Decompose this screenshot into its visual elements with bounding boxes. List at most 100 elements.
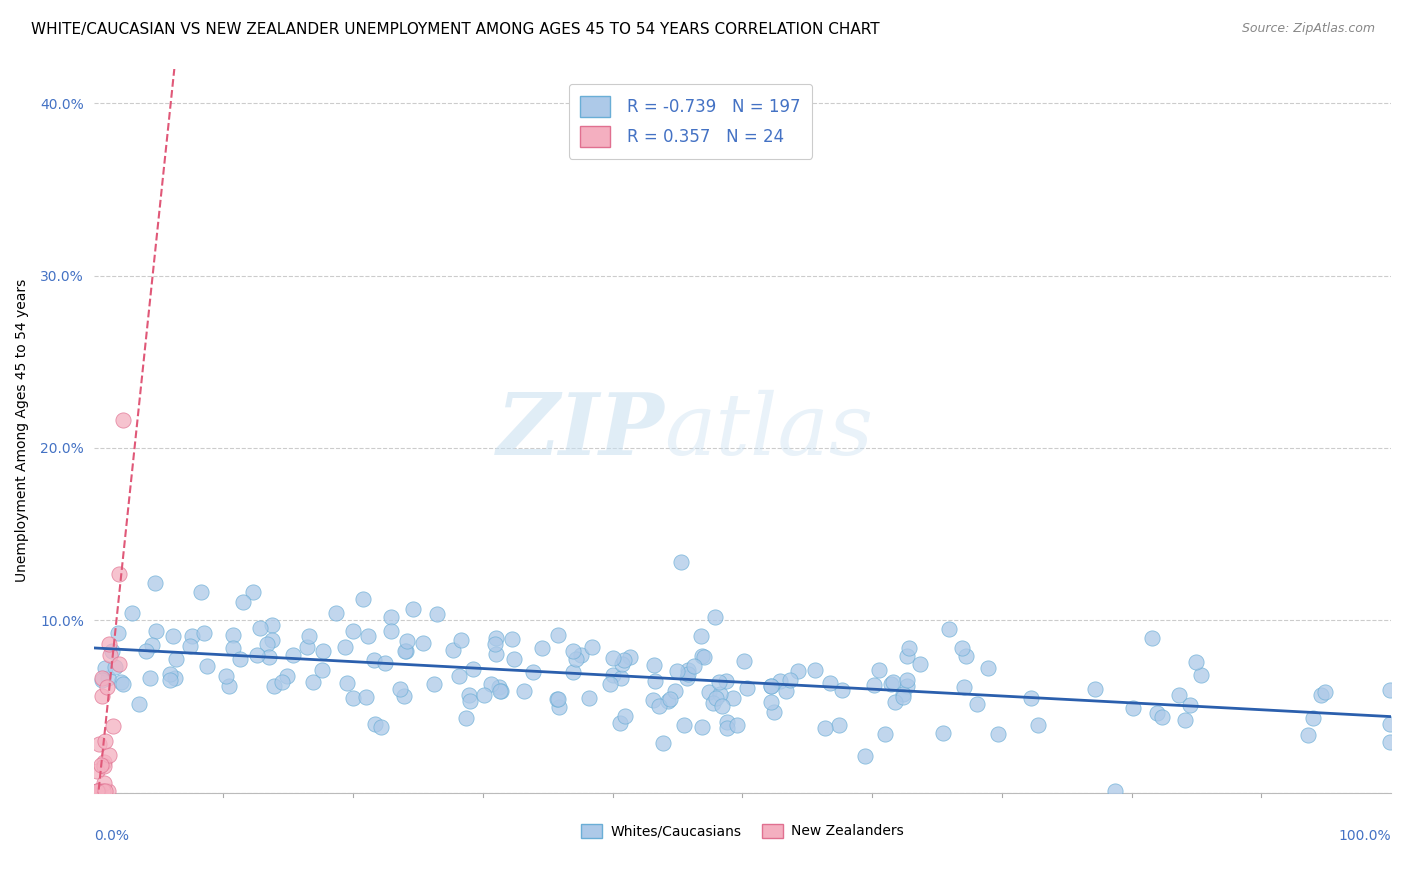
Point (89, 784, 111, 798)
Point (1296, 728, 1319, 742)
Point (818, 676, 841, 690)
Point (664, 684, 686, 698)
Point (602, 668, 624, 682)
Point (853, 749, 876, 764)
Point (256, 637, 278, 651)
Point (298, 629, 321, 643)
Point (312, 643, 335, 657)
Point (1142, 631, 1164, 645)
Point (562, 643, 585, 657)
Point (546, 692, 568, 706)
Point (779, 673, 801, 687)
Point (249, 621, 271, 635)
Point (652, 736, 675, 750)
Point (759, 679, 782, 693)
Point (669, 555, 692, 569)
Point (702, 696, 724, 710)
Point (547, 699, 569, 714)
Point (263, 680, 285, 694)
Point (456, 710, 478, 724)
Point (609, 715, 631, 730)
Point (697, 685, 720, 699)
Point (484, 631, 506, 645)
Point (966, 697, 988, 711)
Point (441, 643, 464, 657)
Point (479, 677, 502, 691)
Text: WHITE/CAUCASIAN VS NEW ZEALANDER UNEMPLOYMENT AMONG AGES 45 TO 54 YEARS CORRELAT: WHITE/CAUCASIAN VS NEW ZEALANDER UNEMPLO… (31, 22, 880, 37)
Text: Source: ZipAtlas.com: Source: ZipAtlas.com (1241, 22, 1375, 36)
Point (412, 636, 434, 650)
Point (689, 629, 711, 643)
Point (501, 632, 523, 646)
Point (1084, 682, 1107, 697)
Point (242, 584, 264, 599)
Point (215, 669, 238, 683)
Point (90, 671, 112, 685)
Point (165, 652, 187, 666)
Point (335, 640, 357, 654)
Point (97, 748, 120, 763)
Point (90, 673, 112, 687)
Point (690, 720, 713, 734)
Point (93, 759, 115, 773)
Point (578, 691, 600, 706)
Point (1309, 688, 1331, 702)
Point (260, 632, 283, 647)
Text: atlas: atlas (665, 390, 873, 472)
Point (159, 673, 181, 688)
Point (232, 595, 254, 609)
Point (673, 718, 696, 732)
Point (193, 625, 215, 640)
Point (547, 691, 569, 706)
Point (883, 695, 905, 709)
Point (710, 698, 733, 713)
Point (488, 683, 510, 698)
Point (128, 697, 150, 711)
Point (94, 734, 117, 748)
Point (107, 626, 129, 640)
Point (952, 680, 974, 694)
Point (246, 648, 269, 662)
Point (565, 652, 588, 666)
Point (257, 650, 280, 665)
Point (891, 687, 914, 701)
Point (896, 673, 918, 687)
Point (882, 674, 904, 689)
Point (396, 633, 419, 648)
Point (336, 675, 359, 690)
Point (643, 657, 665, 672)
Point (98, 648, 121, 663)
Text: 0.0%: 0.0% (94, 830, 129, 843)
Point (302, 675, 325, 690)
Point (357, 629, 380, 643)
Point (602, 651, 624, 665)
Point (352, 591, 374, 606)
Point (657, 694, 679, 708)
Point (460, 694, 482, 708)
Point (987, 727, 1010, 741)
Point (643, 693, 665, 707)
Point (599, 677, 621, 691)
Point (295, 640, 318, 654)
Point (93, 776, 115, 790)
Point (896, 679, 918, 693)
Point (86, 764, 108, 779)
Point (704, 691, 727, 706)
Point (108, 566, 131, 581)
Point (716, 721, 738, 735)
Point (463, 662, 485, 676)
Point (522, 665, 544, 679)
Point (647, 698, 669, 713)
Point (1146, 706, 1168, 720)
Point (450, 632, 472, 647)
Point (613, 653, 636, 667)
Point (458, 688, 481, 702)
Point (218, 679, 240, 693)
Point (683, 659, 706, 673)
Point (392, 690, 415, 704)
Point (222, 641, 245, 656)
Point (814, 721, 837, 735)
Point (283, 648, 305, 662)
Point (891, 690, 914, 704)
Point (769, 674, 792, 689)
